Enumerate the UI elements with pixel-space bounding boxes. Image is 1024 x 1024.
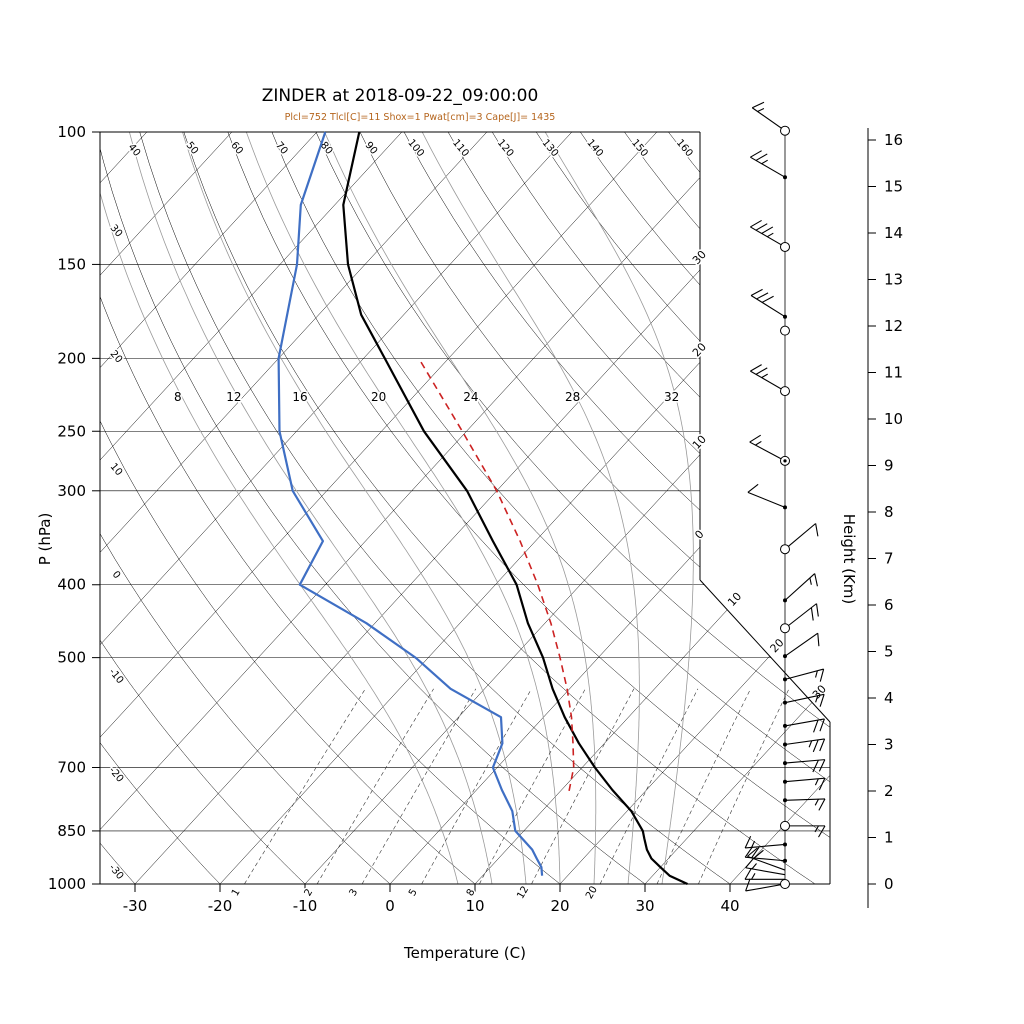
svg-text:32: 32 — [664, 390, 679, 404]
svg-text:-30: -30 — [123, 897, 148, 915]
svg-text:0: 0 — [110, 569, 123, 581]
svg-text:2: 2 — [884, 782, 894, 800]
svg-text:20: 20 — [690, 340, 709, 359]
svg-text:12: 12 — [884, 317, 903, 335]
svg-text:850: 850 — [57, 822, 86, 840]
svg-text:16: 16 — [292, 390, 307, 404]
chart-subtitle-indices: Plcl=752 Tlcl[C]=11 Shox=1 Pwat[cm]=3 Ca… — [284, 112, 556, 123]
background-grid — [100, 132, 830, 884]
svg-text:-30: -30 — [106, 862, 125, 882]
svg-text:20: 20 — [768, 636, 787, 655]
svg-text:16: 16 — [884, 131, 903, 149]
svg-text:40: 40 — [720, 897, 739, 915]
svg-text:8: 8 — [884, 503, 894, 521]
svg-text:70: 70 — [273, 140, 290, 157]
svg-text:12: 12 — [226, 390, 241, 404]
chart-title: ZINDER at 2018-09-22_09:00:00 — [261, 86, 539, 106]
svg-text:24: 24 — [463, 390, 478, 404]
svg-text:10: 10 — [884, 410, 903, 428]
svg-text:7: 7 — [884, 550, 894, 568]
svg-text:3: 3 — [884, 736, 894, 754]
svg-text:140: 140 — [584, 138, 605, 160]
parcel-profile-line — [418, 357, 575, 792]
sounding-profiles — [277, 131, 688, 885]
svg-text:8: 8 — [174, 390, 182, 404]
svg-text:20: 20 — [550, 897, 569, 915]
svg-text:10: 10 — [465, 897, 484, 915]
grid-labels: 50 60 70 80 90 100 110 120 130 140 150 160403020100… — [105, 136, 831, 902]
svg-text:250: 250 — [57, 422, 86, 440]
svg-text:40: 40 — [126, 142, 143, 159]
svg-text:20: 20 — [371, 390, 386, 404]
svg-text:-10: -10 — [293, 897, 318, 915]
svg-text:110: 110 — [450, 138, 471, 160]
svg-text:0: 0 — [692, 528, 706, 542]
svg-text:130: 130 — [540, 138, 561, 160]
svg-text:10: 10 — [690, 433, 709, 452]
svg-text:300: 300 — [57, 482, 86, 500]
dewpoint-profile-line — [277, 131, 544, 876]
svg-text:15: 15 — [884, 178, 903, 196]
svg-text:0: 0 — [385, 897, 395, 915]
svg-text:30: 30 — [635, 897, 654, 915]
wind-barb-column — [744, 101, 826, 892]
svg-text:1: 1 — [884, 829, 894, 847]
svg-text:200: 200 — [57, 349, 86, 367]
svg-text:-20: -20 — [106, 765, 125, 785]
svg-text:-10: -10 — [106, 667, 125, 687]
svg-text:700: 700 — [57, 759, 86, 777]
temperature-profile-line — [342, 131, 688, 885]
pressure-axis-label: P (hPa) — [36, 512, 54, 566]
svg-text:12: 12 — [515, 884, 531, 901]
svg-text:5: 5 — [884, 643, 894, 661]
svg-text:11: 11 — [884, 364, 903, 382]
svg-text:14: 14 — [884, 224, 903, 242]
svg-text:400: 400 — [57, 576, 86, 594]
svg-text:20: 20 — [108, 349, 125, 366]
svg-text:100: 100 — [57, 123, 86, 141]
svg-text:100: 100 — [405, 138, 426, 160]
svg-text:-20: -20 — [208, 897, 233, 915]
svg-text:10: 10 — [725, 590, 744, 609]
svg-text:150: 150 — [57, 255, 86, 273]
svg-text:160: 160 — [674, 138, 695, 160]
svg-text:13: 13 — [884, 271, 903, 289]
svg-text:20: 20 — [584, 884, 600, 901]
svg-text:3: 3 — [348, 887, 361, 898]
svg-text:60: 60 — [228, 140, 245, 157]
svg-text:1000: 1000 — [48, 875, 86, 893]
svg-text:120: 120 — [495, 138, 516, 160]
svg-text:30: 30 — [810, 682, 829, 701]
svg-text:28: 28 — [565, 390, 580, 404]
temperature-axis-label: Temperature (C) — [404, 944, 526, 962]
svg-text:5: 5 — [407, 887, 420, 898]
svg-text:500: 500 — [57, 649, 86, 667]
height-axis-label: Height (Km) — [840, 513, 858, 605]
svg-text:0: 0 — [884, 875, 894, 893]
svg-text:6: 6 — [884, 596, 894, 614]
svg-text:9: 9 — [884, 457, 894, 475]
svg-text:150: 150 — [629, 138, 650, 160]
svg-text:4: 4 — [884, 689, 894, 707]
